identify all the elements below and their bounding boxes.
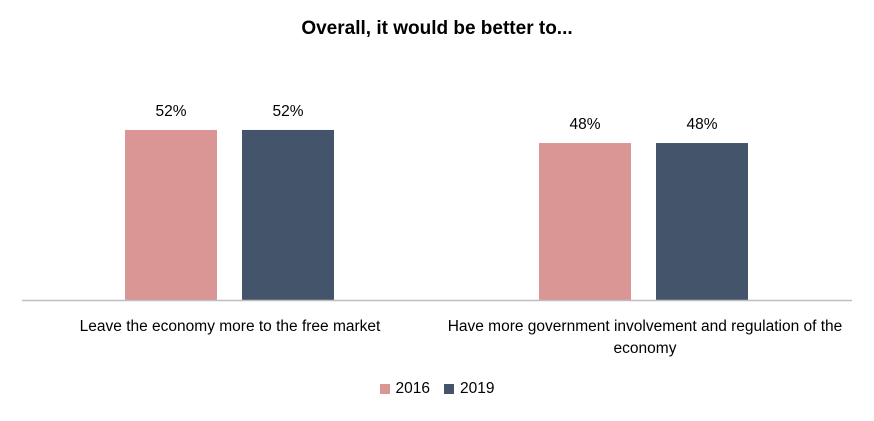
legend-item-2016: 2016	[379, 380, 430, 398]
legend: 2016 2019	[0, 380, 874, 398]
data-label-2016-cat0: 52%	[155, 103, 186, 120]
category-label-government: Have more government involvement and reg…	[447, 318, 843, 357]
legend-swatch-2016	[379, 384, 390, 394]
data-label-2019-cat1: 48%	[686, 116, 717, 133]
bar-2019-cat0	[242, 129, 334, 300]
bar-2016-cat0	[125, 129, 217, 300]
bar-2019-cat1	[656, 143, 748, 300]
category-label-free-market: Leave the economy more to the free marke…	[79, 318, 381, 335]
legend-item-2019: 2019	[444, 380, 494, 398]
data-label-2016-cat1: 48%	[569, 116, 600, 133]
data-label-2019-cat0: 52%	[272, 103, 303, 120]
legend-label-2019: 2019	[460, 380, 495, 397]
legend-label-2016: 2016	[395, 380, 430, 397]
legend-swatch-2019	[444, 384, 454, 394]
bar-2016-cat1	[539, 143, 631, 300]
chart-title: Overall, it would be better to...	[301, 18, 573, 39]
